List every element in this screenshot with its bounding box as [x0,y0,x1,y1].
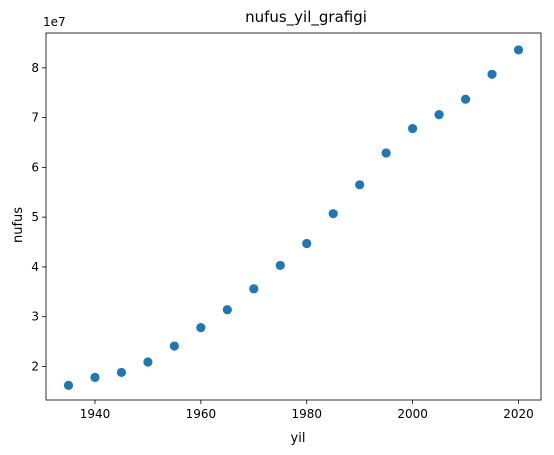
data-point [116,367,127,378]
data-point [249,284,259,294]
x-axis-ticks: 1940 1960 1980 2000 2020 [80,400,534,421]
y-axis-ticks: 2 3 4 5 6 7 8 [31,61,46,373]
plot-area [45,32,542,401]
y-tick-label: 3 [31,310,39,324]
data-points [63,45,524,390]
data-point [513,45,524,55]
data-point [143,357,153,367]
x-tick-label: 2020 [503,407,534,421]
data-point [90,372,100,383]
data-point [275,260,285,271]
data-point [222,305,232,315]
data-point [196,323,206,333]
y-tick-label: 2 [31,359,39,373]
x-tick-label: 1960 [186,407,217,421]
x-tick-label: 2000 [397,407,428,421]
data-point [487,69,497,79]
y-tick-label: 5 [31,210,39,224]
y-tick-label: 6 [31,160,39,174]
plot-frame [45,32,542,401]
data-point [63,380,74,390]
x-tick-label: 1980 [291,407,322,421]
data-point [434,110,444,120]
y-axis-label: nufus [11,207,26,243]
y-offset-label: 1e7 [43,15,66,29]
data-point [328,209,338,219]
y-tick-label: 7 [31,111,39,125]
y-tick-label: 8 [31,61,39,75]
x-axis-label: yil [291,431,306,446]
data-point [355,180,365,190]
data-point [169,341,179,351]
data-point [408,123,418,134]
x-tick-label: 1940 [80,407,111,421]
data-point [460,94,471,104]
data-point [302,238,312,249]
chart-title: nufus_yil_grafigi [245,8,367,27]
y-tick-label: 4 [31,260,39,274]
data-point [381,148,391,158]
